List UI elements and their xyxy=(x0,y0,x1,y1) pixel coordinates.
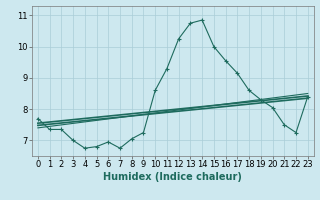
X-axis label: Humidex (Indice chaleur): Humidex (Indice chaleur) xyxy=(103,172,242,182)
